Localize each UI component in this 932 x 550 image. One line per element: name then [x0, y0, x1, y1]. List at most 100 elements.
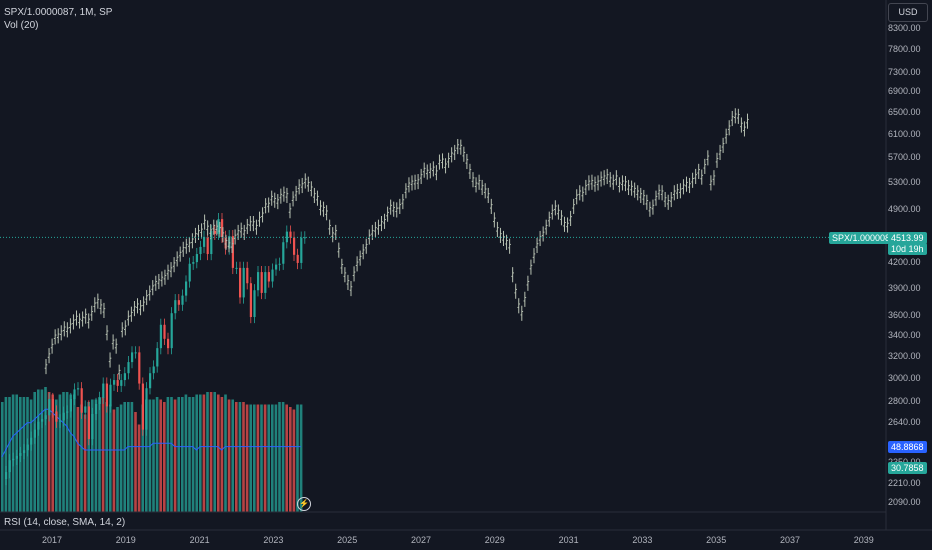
rsi-ma-line	[1, 408, 301, 458]
price-candle	[231, 236, 234, 268]
price-candle	[84, 406, 87, 413]
time-tick-label: 2017	[41, 535, 63, 545]
volume-bar	[260, 404, 263, 512]
price-candle	[195, 254, 198, 263]
price-candle	[123, 373, 126, 381]
volume-bar	[206, 392, 209, 512]
volume-bar	[134, 412, 137, 512]
volume-bar	[224, 394, 227, 512]
volume-bar	[285, 404, 288, 512]
price-candle	[174, 300, 177, 314]
volume-bar	[4, 397, 8, 512]
symbol-legend[interactable]: SPX/1.0000087, 1M, SP	[4, 7, 113, 18]
price-candle	[127, 362, 130, 374]
price-candle	[260, 272, 263, 293]
symbol-name-tag: SPX/1.0000087	[829, 232, 899, 244]
chart-legend: SPX/1.0000087, 1M, SP Vol (20)	[4, 6, 112, 32]
price-candle	[206, 236, 209, 255]
volume-bar	[184, 394, 188, 512]
volume-bar	[278, 402, 281, 512]
time-tick-label: 2035	[706, 535, 727, 545]
price-tick-label: 3400.00	[888, 329, 921, 340]
price-candle	[249, 283, 252, 318]
volume-legend[interactable]: Vol (20)	[4, 20, 39, 31]
price-candle	[73, 389, 76, 400]
price-candle	[159, 324, 162, 349]
volume-bar	[274, 404, 278, 512]
price-tick-label: 4900.00	[888, 204, 921, 215]
price-candle	[120, 380, 123, 386]
price-candle	[37, 421, 40, 430]
volume-bar	[195, 394, 198, 512]
volume-bar	[289, 407, 292, 512]
price-tick-label: 3200.00	[888, 350, 921, 361]
volume-bar	[116, 407, 119, 512]
volume-bar	[296, 404, 299, 512]
volume-bar	[209, 392, 213, 512]
price-candle	[59, 420, 62, 422]
volume-bar	[267, 404, 270, 512]
price-candle	[271, 269, 274, 282]
price-candle	[30, 437, 33, 445]
volume-bar	[76, 407, 80, 512]
volume-bar	[173, 399, 177, 512]
volume-bar	[80, 404, 83, 512]
volume-bar	[87, 402, 90, 512]
price-candle	[44, 415, 47, 420]
price-tick-label: 2640.00	[888, 416, 921, 427]
lightning-icon[interactable]: ⚡	[297, 497, 311, 511]
price-candle	[145, 388, 148, 430]
volume-bar	[238, 402, 242, 512]
price-candle	[26, 444, 29, 451]
price-candle	[19, 453, 22, 456]
rsi-value-tag: 48.8868	[888, 441, 927, 453]
rsi-legend[interactable]: RSI (14, close, SMA, 14, 2)	[4, 517, 126, 528]
volume-bar	[256, 404, 260, 512]
price-candle	[239, 267, 242, 298]
time-tick-label: 2031	[558, 535, 579, 545]
volume-bar	[220, 397, 224, 512]
volume-bar	[29, 399, 33, 512]
price-candle	[12, 458, 15, 461]
volume-bar	[213, 392, 216, 512]
price-candle	[285, 231, 288, 243]
volume-bar	[73, 394, 76, 512]
price-candle	[98, 397, 101, 404]
volume-bar	[281, 402, 285, 512]
price-candle	[289, 231, 292, 238]
price-tick-label: 7300.00	[888, 67, 921, 78]
rsi-ma-polyline	[1, 408, 301, 458]
price-bars	[5, 213, 306, 486]
volume-bar	[91, 399, 94, 512]
price-candle	[199, 246, 202, 255]
volume-bar	[51, 394, 54, 512]
time-tick-label: 2039	[853, 535, 874, 545]
currency-button[interactable]: USD	[888, 3, 928, 22]
volume-bar	[155, 397, 159, 512]
price-tick-label: 6100.00	[888, 128, 921, 139]
price-tick-label: 8300.00	[888, 23, 921, 33]
price-tick-label: 2350.00	[888, 457, 921, 467]
price-candle	[246, 267, 249, 284]
price-tick-label: 3000.00	[888, 372, 921, 383]
price-candle	[303, 237, 306, 239]
price-candle	[80, 388, 83, 413]
volume-bar	[69, 394, 72, 512]
volume-bar	[292, 409, 296, 512]
time-tick-label: 2019	[115, 535, 136, 545]
volume-bar	[177, 397, 180, 512]
price-candle	[109, 384, 112, 407]
volume-bar	[123, 402, 126, 512]
time-tick-label: 2025	[337, 535, 358, 545]
volume-bar	[152, 399, 155, 512]
volume-bar	[299, 404, 303, 512]
time-tick-label: 2023	[263, 535, 284, 545]
price-tick-label: 6900.00	[888, 86, 921, 97]
volume-bar	[58, 394, 62, 512]
volume-bar	[98, 397, 101, 512]
time-tick-label: 2033	[632, 535, 653, 545]
price-candle	[185, 281, 188, 296]
price-candle	[5, 472, 8, 480]
volume-bar	[130, 402, 134, 512]
